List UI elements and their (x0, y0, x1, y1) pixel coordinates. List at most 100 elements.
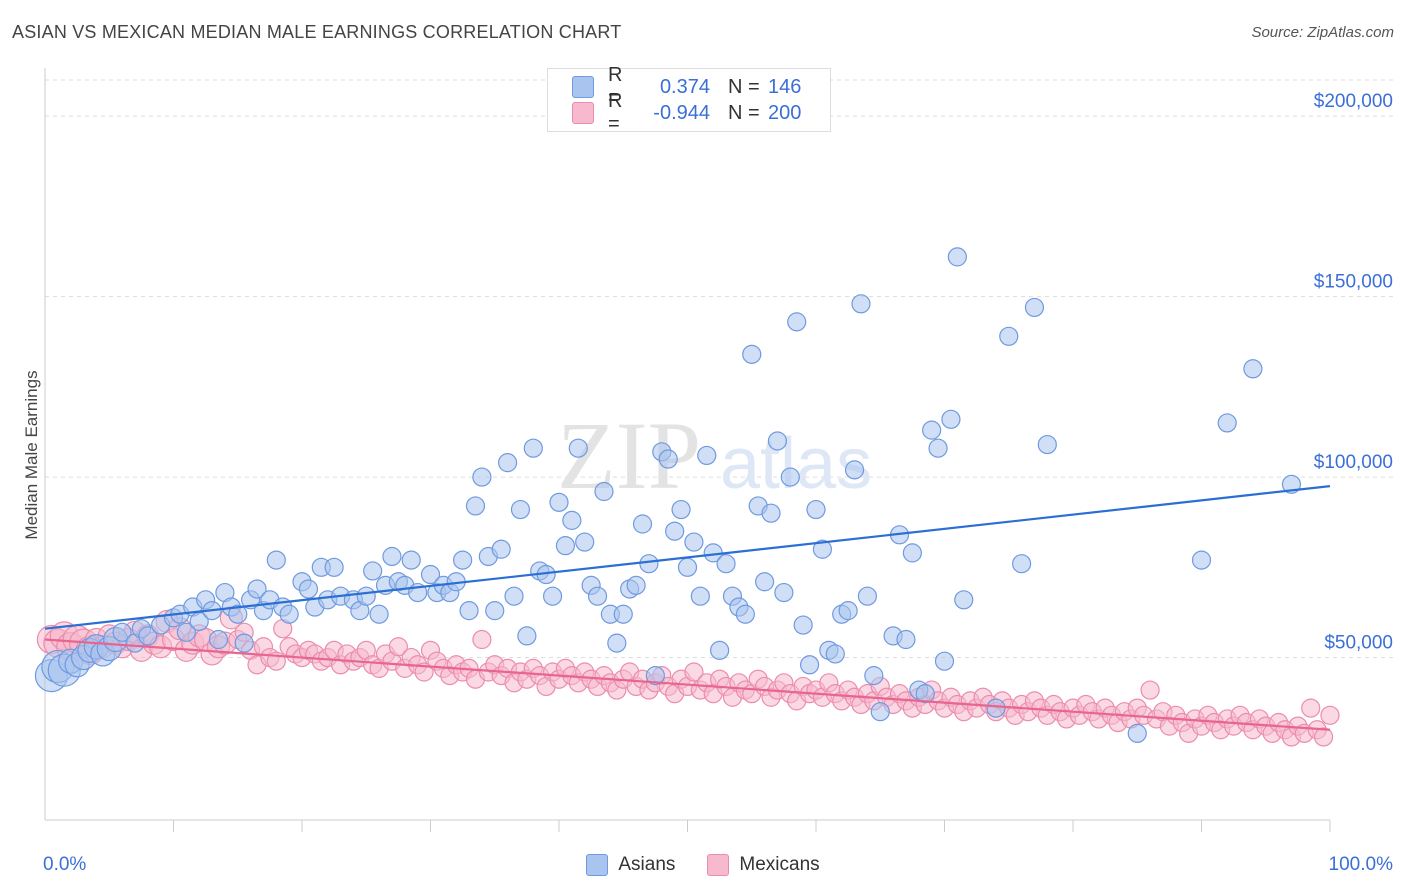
n-label: N = (728, 75, 760, 98)
asians-point (594, 481, 614, 502)
asians-point (806, 499, 826, 520)
asians-point (555, 536, 576, 556)
asians-point (710, 640, 730, 660)
asians-point (401, 550, 421, 570)
asians-point (459, 601, 479, 621)
asians-swatch (572, 76, 594, 98)
asians-point (504, 586, 524, 606)
asians-point (465, 496, 486, 516)
r-label: R = (608, 64, 623, 109)
asians-point (902, 543, 922, 563)
asians-point (1243, 359, 1263, 379)
n-value: 146 (768, 75, 802, 98)
asians-point (607, 633, 627, 653)
asians-point (523, 438, 543, 458)
asians-point (857, 586, 878, 606)
mexicans-point (1313, 727, 1334, 747)
n-label: N = (728, 101, 760, 124)
asians-point (613, 604, 633, 624)
asians-point (472, 467, 492, 487)
asians-point (754, 572, 775, 592)
legend-label-asians: Asians (618, 854, 676, 875)
asians-point (176, 622, 196, 642)
asians-swatch (586, 854, 609, 876)
asians-point (112, 622, 132, 642)
asians-point (1127, 723, 1147, 743)
asians-point (671, 499, 691, 520)
y-tick-label: $200,000 (1314, 91, 1393, 112)
asians-point (562, 510, 582, 530)
asians-point (658, 449, 678, 469)
asians-point (665, 521, 685, 541)
asians-point (453, 550, 473, 570)
legend-item-asians[interactable]: Asians (586, 854, 675, 876)
asians-point (986, 698, 1006, 718)
asians-point (626, 575, 646, 595)
asians-point (915, 684, 935, 704)
asians-point (851, 294, 871, 314)
asians-point (941, 409, 961, 429)
asians-point (138, 626, 158, 646)
asians-point (356, 586, 376, 606)
asians-point (363, 561, 383, 581)
asians-point (838, 601, 858, 621)
asians-point (632, 514, 653, 534)
watermark-atlas: atlas (720, 424, 872, 504)
mexicans-point (1301, 698, 1321, 718)
asians-point (247, 579, 267, 599)
asians-point (1037, 434, 1057, 455)
chart-title: ASIAN VS MEXICAN MEDIAN MALE EARNINGS CO… (12, 22, 622, 42)
asians-point (787, 312, 807, 332)
source-credit: Source: ZipAtlas.com (1251, 24, 1394, 41)
asians-point (677, 557, 698, 577)
r-value: -0.944 (653, 101, 710, 124)
asians-point (324, 557, 344, 577)
y-tick-label: $100,000 (1314, 452, 1393, 473)
asians-points (34, 247, 1302, 743)
mexicans-point (1320, 705, 1340, 725)
asians-point (228, 604, 248, 624)
asians-trend-line (44, 485, 1331, 630)
asians-point (947, 247, 967, 267)
y-axis-label: Median Male Earnings (22, 370, 41, 539)
asians-point (780, 467, 800, 487)
asians-point (690, 586, 710, 606)
asians-point (825, 644, 845, 664)
asians-point (234, 633, 254, 653)
asians-point (684, 532, 704, 552)
asians-point (934, 651, 955, 671)
x-tick-label: 100.0% (1329, 854, 1394, 875)
asians-point (922, 420, 942, 440)
mexicans-swatch (707, 854, 730, 876)
asians-point (575, 532, 595, 552)
asians-point (1217, 413, 1237, 433)
asians-point (1024, 297, 1045, 318)
asians-point (844, 460, 865, 480)
asians-point (799, 655, 820, 675)
legend-label-mexicans: Mexicans (739, 854, 820, 875)
y-tick-label: $50,000 (1324, 633, 1393, 654)
mexicans-point (1140, 680, 1160, 700)
asians-point (864, 666, 884, 686)
asians-point (298, 579, 319, 599)
series-legend: Asians Mexicans (0, 852, 1406, 878)
asians-point (1191, 550, 1212, 570)
asians-point (954, 590, 974, 610)
asians-point (491, 539, 511, 559)
mexicans-point (684, 662, 704, 682)
mexicans-swatch (572, 102, 594, 124)
mexicans-point (472, 629, 492, 650)
legend-row-asians: R = 0.374 N = 146 (572, 64, 808, 109)
asians-point (645, 666, 665, 686)
asians-point (896, 629, 916, 650)
asians-point (999, 326, 1019, 346)
asians-point (793, 615, 813, 635)
x-tick-label: 0.0% (43, 854, 86, 875)
asians-point (517, 626, 537, 646)
asians-point (697, 445, 717, 466)
asians-point (1011, 554, 1032, 574)
asians-point (735, 604, 755, 624)
mexicans-points (36, 606, 1340, 747)
asians-point (369, 604, 389, 624)
legend-item-mexicans[interactable]: Mexicans (707, 854, 820, 876)
